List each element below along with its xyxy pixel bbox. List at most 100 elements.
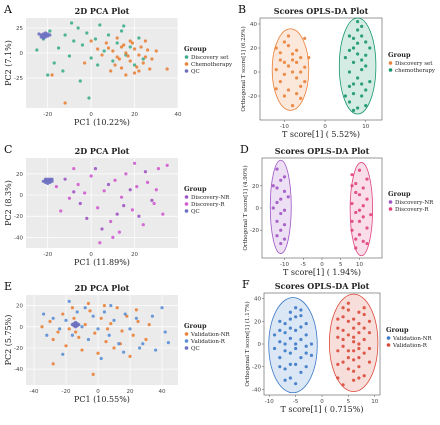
panel-f-point: [336, 362, 340, 366]
panel-b-ytick-label: -20: [248, 94, 257, 100]
panel-d-point: [361, 204, 365, 208]
panel-d-point: [357, 233, 362, 237]
panel-c-legend-item: QC: [191, 209, 200, 215]
panel-d-point: [365, 226, 369, 230]
panel-e-point: [51, 337, 55, 342]
panel-c-point: [41, 179, 45, 183]
panel-b-point: [278, 51, 282, 55]
panel-a-point: [128, 59, 132, 63]
panel-c-point: [59, 209, 63, 213]
panel-f-xtick-label: -10: [265, 399, 274, 405]
panel-f-xtick-label: -5: [293, 399, 299, 405]
panel-e-xtick-label: 20: [127, 389, 134, 395]
panel-a-point: [48, 33, 52, 37]
panel-c-ytick-label: -40: [14, 235, 23, 241]
panel-b-point: [347, 70, 352, 74]
panel-f-point: [362, 312, 366, 317]
panel-b-point: [295, 92, 299, 96]
panel-b-ytick-label: 40: [250, 22, 257, 28]
panel-c-point: [78, 201, 82, 206]
panel-f-point: [309, 342, 314, 346]
panel-e-point: [75, 310, 79, 314]
panel-a-point: [139, 45, 143, 49]
panel-d-point: [282, 175, 287, 179]
panel-f-point: [304, 322, 308, 326]
panel-c-point: [89, 174, 93, 178]
panel-b-point: [360, 94, 364, 98]
panel-e-ytick-label: -20: [14, 346, 23, 352]
panel-b-xtick-label: 0: [323, 124, 327, 130]
panel-f-point: [367, 346, 372, 351]
panel-d-point: [365, 241, 369, 246]
panel-e-legend-item: QC: [191, 346, 200, 352]
panel-c-point: [72, 190, 76, 194]
panel-f-point: [304, 365, 308, 369]
panel-a-legend-title: Group: [184, 45, 207, 53]
panel-a-point: [67, 54, 72, 58]
panel-f-ytick-label: -20: [252, 365, 261, 371]
panel-c-point: [165, 163, 169, 168]
panel-f-point: [288, 310, 292, 314]
panel-b-point: [278, 80, 282, 84]
panel-e-point: [80, 325, 84, 329]
panel-d-point: [365, 197, 369, 201]
panel-e-point: [88, 309, 92, 313]
panel-e-xtick-label: 40: [159, 389, 166, 395]
panel-b-point: [364, 88, 368, 92]
panel-f-point: [294, 328, 298, 332]
panel-c-point: [98, 241, 102, 245]
panel-e-legend-swatch: [184, 346, 189, 350]
panel-b-point: [364, 40, 368, 44]
panel-f-point: [352, 335, 356, 339]
panel-b-point: [356, 28, 360, 32]
panel-c-point: [146, 180, 150, 184]
panel-e-point: [112, 346, 116, 350]
panel-e-point: [134, 308, 138, 312]
panel-c-point: [113, 178, 117, 182]
panel-e-legend-title: Group: [184, 322, 207, 330]
panel-f-title: Scores OPLS-DA Plot: [275, 281, 370, 291]
panel-b-title: Scores OPLS-DA Plot: [274, 6, 369, 16]
panel-c-ytick-label: 0: [20, 193, 24, 199]
panel-b-point: [351, 36, 356, 41]
panel-f-point: [288, 351, 292, 355]
panel-a-ylabel: PC2 (7.1%): [4, 40, 13, 86]
panel-a-title: 2D PCA Plot: [75, 6, 130, 16]
panel-f-point: [341, 344, 345, 348]
panel-e-point: [72, 316, 76, 320]
panel-d-letter: D: [240, 143, 249, 156]
panel-a-point: [137, 53, 141, 57]
panel-a-xtick-label: 40: [175, 112, 182, 118]
panel-a-point: [148, 67, 152, 71]
panel-e-point: [45, 333, 49, 337]
panel-f-point: [299, 308, 303, 312]
panel-d-point: [354, 190, 358, 195]
panel-c-point: [43, 177, 48, 181]
panel-f-point: [341, 328, 345, 332]
panel-f-point: [294, 306, 298, 310]
panel-f-point: [362, 306, 366, 310]
panel-f-point: [362, 326, 366, 330]
panel-a-point: [56, 46, 61, 50]
panel-c-ylabel: PC2 (8.3%): [4, 180, 13, 226]
panel-b-ytick-label: 20: [250, 46, 257, 52]
panel-e-plot-area: [26, 295, 178, 385]
panel-f-point: [357, 346, 361, 351]
panel-a-point: [137, 69, 141, 73]
panel-c-point: [100, 227, 104, 231]
panel-d-ylabel: Orthogonal T score[1] (4.90%): [242, 165, 249, 250]
panel-f-point: [283, 342, 287, 346]
panel-d-ytick-label: 20: [252, 184, 259, 190]
panel-c-point: [132, 161, 137, 165]
panel-f-point: [278, 319, 282, 323]
panel-b-point: [351, 82, 356, 86]
panel-e-point: [123, 312, 127, 316]
panel-a-point: [124, 51, 128, 55]
panel-f-point: [352, 340, 356, 344]
panel-c-point: [161, 212, 165, 216]
panel-e-point: [51, 316, 55, 320]
panel-a-point: [106, 33, 111, 37]
panel-e-point: [122, 350, 126, 354]
panel-e-point: [128, 327, 132, 331]
panel-b-point: [290, 104, 295, 108]
